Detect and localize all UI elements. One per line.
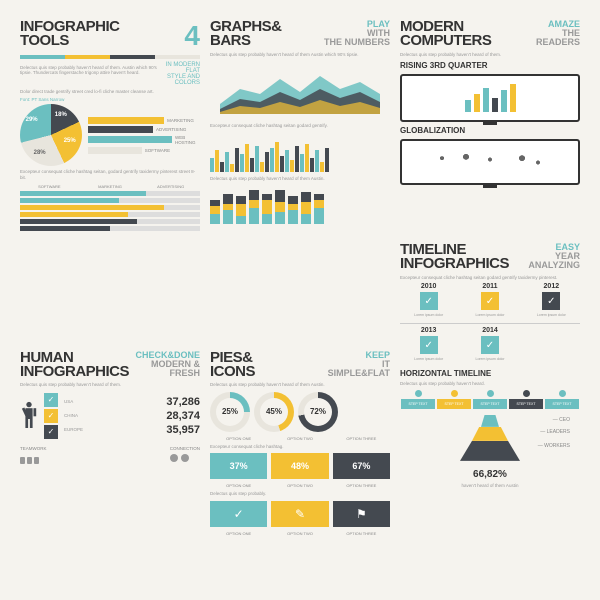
timeline-panel: TIMELINEINFOGRAPHICSEASYYEARANALYZING Ex…: [400, 243, 580, 580]
area-chart: [210, 64, 390, 114]
monitor-map: [400, 139, 580, 185]
avatar-icon: [170, 454, 178, 462]
modern-computers-panel: MODERNCOMPUTERSAMAZETHEREADERS Delectus …: [400, 20, 580, 233]
grouped-bars: [210, 132, 390, 172]
monitor-bars: [400, 74, 580, 122]
horizontal-bars: [20, 191, 200, 231]
category-bars: MARKETINGADVERTISINGWEB HOSTINGSOFTWARE: [88, 115, 200, 156]
pies-icons-panel: PIES&ICONSKEEPITSIMPLE&FLAT Delectus qui…: [210, 351, 390, 580]
stacked-bars: [210, 186, 390, 224]
pyramid-chart: — CEO— LEADERS— WORKERS: [400, 415, 580, 465]
panel-number: 4: [184, 20, 200, 52]
pie-chart: 18%25%28%29%: [20, 104, 82, 166]
lorem-text: Delectus quis step probably haven't hear…: [20, 65, 160, 83]
graphs-bars-panel: GRAPHS&BARSPLAYWITHTHE NUMBERS Delectus …: [210, 20, 390, 341]
human-infographics-panel: HUMANINFOGRAPHICSCHECK&DONEMODERN &FRESH…: [20, 351, 200, 580]
person-icon: [20, 401, 38, 430]
avatar-icon: [181, 454, 189, 462]
horizontal-timeline: STEP TEXTSTEP TEXTSTEP TEXTSTEP TEXTSTEP…: [400, 390, 580, 411]
infographic-tools-panel: INFOGRAPHICTOOLS 4 Delectus quis step pr…: [20, 20, 200, 341]
